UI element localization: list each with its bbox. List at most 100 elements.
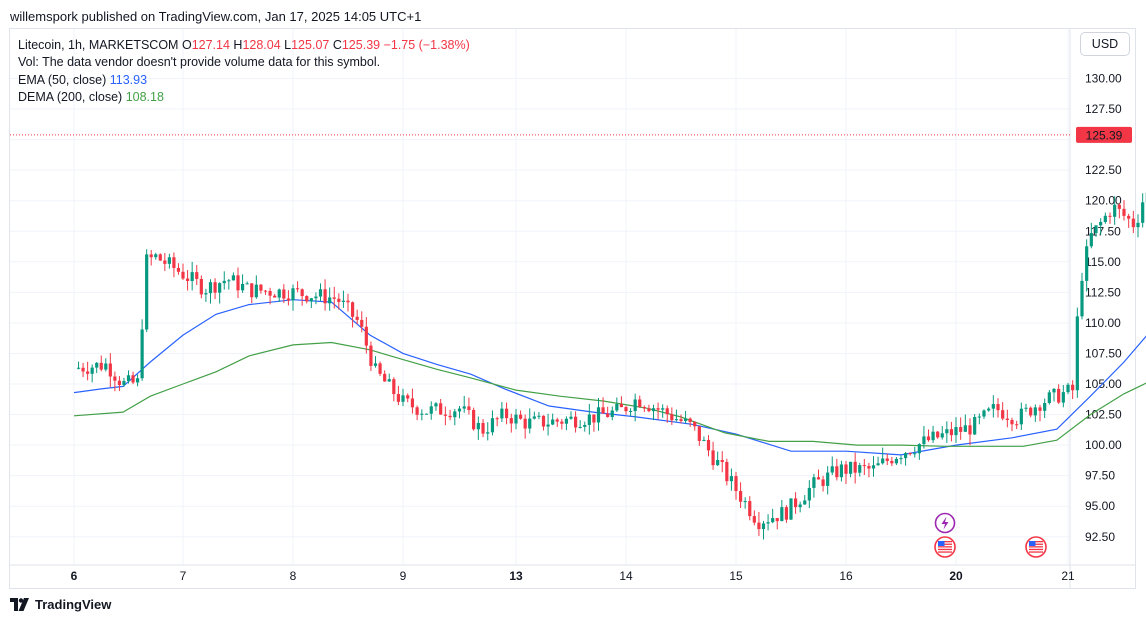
candle-body xyxy=(862,465,866,467)
candle-body xyxy=(647,408,651,412)
legend-ohlc-row: Litecoin, 1h, MARKETSCOM O127.14 H128.04… xyxy=(18,37,470,54)
candle-body xyxy=(457,408,462,412)
candle-body xyxy=(578,426,582,428)
us-flag-icon[interactable] xyxy=(934,536,956,558)
candle-body xyxy=(163,260,167,264)
candle-body xyxy=(601,407,605,414)
y-tick-label: 127.50 xyxy=(1085,102,1122,116)
high-value: 128.04 xyxy=(242,38,281,52)
x-tick-label: 6 xyxy=(71,569,78,583)
lightning-icon[interactable] xyxy=(934,512,956,534)
candle-body xyxy=(481,422,485,434)
candle-body xyxy=(876,463,880,466)
dema-line xyxy=(73,341,1146,447)
candle-body xyxy=(185,278,190,282)
candle-body xyxy=(131,375,135,383)
candle-body xyxy=(245,283,249,285)
candle-body xyxy=(369,345,373,366)
candle-body xyxy=(295,288,300,290)
candle-body xyxy=(564,418,569,424)
candle-body xyxy=(420,413,424,415)
ema-label[interactable]: EMA (50, close) xyxy=(18,72,107,87)
currency-button[interactable]: USD xyxy=(1080,32,1130,56)
candle-body xyxy=(954,427,958,436)
candle-body xyxy=(113,376,117,381)
candle-body xyxy=(90,367,94,374)
us-flag-canton xyxy=(1029,541,1036,546)
candle-body xyxy=(346,300,350,303)
candle-body xyxy=(949,429,954,436)
candle-body xyxy=(679,419,683,421)
candle-body xyxy=(987,408,991,411)
candle-body xyxy=(181,271,185,279)
chart-legend: Litecoin, 1h, MARKETSCOM O127.14 H128.04… xyxy=(18,37,470,107)
us-flag-canton xyxy=(938,541,945,546)
candle-body xyxy=(305,296,309,302)
candle-body xyxy=(858,465,862,473)
candle-body xyxy=(1029,407,1033,416)
candle-body xyxy=(720,459,724,463)
candle-body xyxy=(1122,208,1126,216)
candle-body xyxy=(936,431,940,438)
candle-body xyxy=(903,453,908,459)
dema-label[interactable]: DEMA (200, close) xyxy=(18,90,123,105)
candle-body xyxy=(318,289,323,297)
us-flag-stripe xyxy=(938,546,952,548)
candle-body xyxy=(734,476,738,492)
candle-body xyxy=(392,379,396,395)
symbol-title[interactable]: Litecoin, 1h, MARKETSCOM xyxy=(18,38,179,52)
candle-body xyxy=(434,403,438,407)
candle-body xyxy=(885,458,889,461)
candle-body xyxy=(309,298,313,302)
open-value: 127.14 xyxy=(191,38,230,52)
candle-body xyxy=(355,316,359,320)
close-value: 125.39 xyxy=(341,38,381,52)
y-tick-label: 122.50 xyxy=(1085,163,1122,177)
open-label: O xyxy=(181,38,192,52)
candle-body xyxy=(81,367,85,372)
candle-body xyxy=(908,453,912,455)
candle-body xyxy=(523,418,527,429)
candle-body xyxy=(780,507,784,522)
candle-body xyxy=(373,363,378,366)
last-price-label: 125.39 xyxy=(1086,128,1123,142)
low-value: 125.07 xyxy=(291,38,330,52)
candle-body xyxy=(1103,215,1107,222)
candle-body xyxy=(213,282,217,293)
x-tick-label: 7 xyxy=(180,569,187,583)
candle-body xyxy=(665,408,669,415)
candle-body xyxy=(467,406,471,410)
x-tick-label: 15 xyxy=(729,569,743,583)
dema-value: 108.18 xyxy=(125,90,164,105)
candle-body xyxy=(816,477,821,480)
candle-body xyxy=(628,410,633,412)
ema-line xyxy=(73,299,1146,456)
candle-body xyxy=(899,458,903,460)
us-flag-stripe xyxy=(1029,548,1043,551)
candle-body xyxy=(108,363,112,377)
candle-body xyxy=(853,461,857,473)
footer-brand[interactable]: TradingView xyxy=(10,597,111,612)
candle-body xyxy=(1010,420,1014,425)
candle-body xyxy=(424,413,429,415)
candle-body xyxy=(1141,202,1145,223)
candle-body xyxy=(991,404,995,409)
candle-body xyxy=(476,422,480,430)
candle-body xyxy=(844,464,848,474)
candle-body xyxy=(337,298,341,302)
y-tick-label: 120.00 xyxy=(1085,194,1122,208)
candle-body xyxy=(273,295,277,298)
candle-body xyxy=(711,450,715,466)
candle-body xyxy=(154,254,158,258)
candle-body xyxy=(807,487,811,501)
candle-body xyxy=(977,416,981,418)
candle-body xyxy=(541,415,546,427)
candle-body xyxy=(573,416,578,428)
us-flag-icon[interactable] xyxy=(1025,536,1047,558)
candle-body xyxy=(117,380,122,385)
candle-body xyxy=(839,464,844,478)
candle-body xyxy=(1113,204,1117,217)
low-label: L xyxy=(284,38,292,52)
us-flag-stripe xyxy=(1029,541,1043,543)
